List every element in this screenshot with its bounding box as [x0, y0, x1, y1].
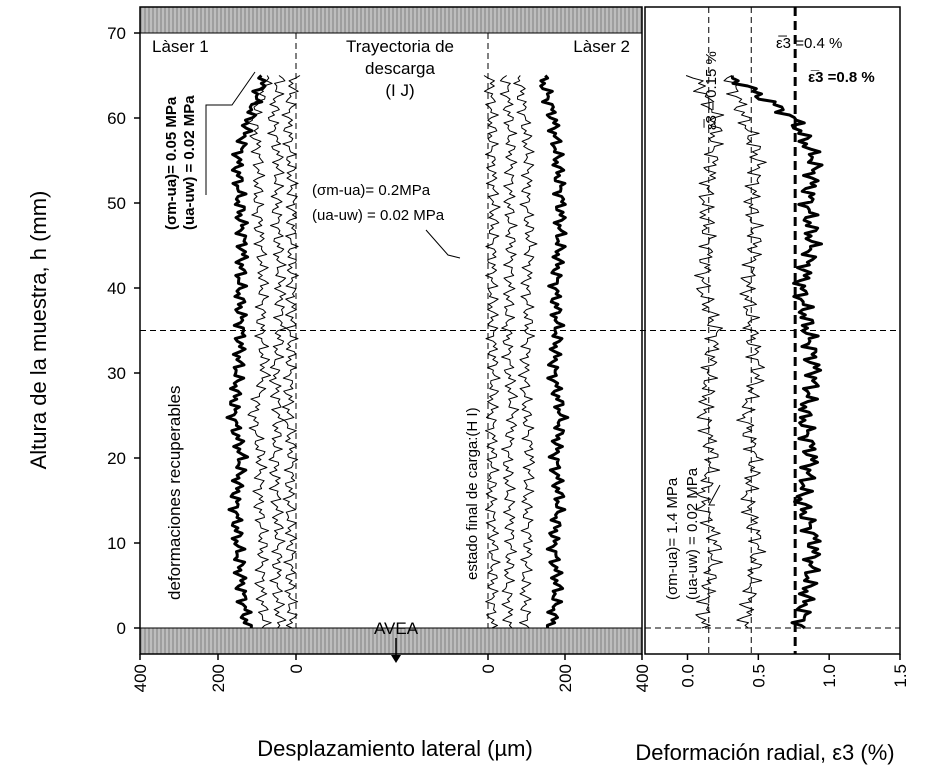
radial-stress2: (ua-uw) = 0.02 MPa	[684, 467, 701, 600]
radial-stress1: (σm-ua)= 1.4 MPa	[664, 477, 681, 600]
y-tick-label: 40	[107, 279, 126, 298]
x-tick-label: 1.0	[820, 664, 839, 688]
y-tick-label: 0	[117, 619, 126, 638]
trajectory-label-2: descarga	[365, 59, 435, 78]
x-tick-label: 0.5	[749, 664, 768, 688]
laser1-stress1: (σm-ua)= 0.05 MPa	[163, 96, 180, 230]
reference-lines	[140, 7, 900, 654]
x-tick-label: 200	[556, 664, 575, 692]
laser1-label: Làser 1	[152, 37, 209, 56]
recoverable-label: deformaciones recuperables	[165, 385, 184, 600]
y-tick-label: 60	[107, 109, 126, 128]
tick-layer: 0 10 20 30 40 50 60 70 400 200 0 0 200 400 0.0 0.5 1.0 1.…	[107, 24, 910, 692]
leader-lines	[205, 71, 721, 506]
trajectory-points: (I J)	[385, 81, 414, 100]
final-state-label: estado final de carga:(H I)	[464, 407, 481, 580]
x-tick-label: 0.0	[679, 664, 698, 688]
trajectory-label: Trayectoria de	[346, 37, 454, 56]
x-tick-label: 400	[633, 664, 652, 692]
series-line-1-4	[225, 74, 267, 629]
ref-line-3-label: ε̅3 =0.8 %	[808, 69, 875, 86]
x-tick-label: 0	[287, 664, 306, 673]
series-line-2-4	[539, 74, 570, 629]
x-axis-title-displacement: Desplazamiento lateral (µm)	[257, 736, 533, 761]
series-line-2-1	[483, 75, 501, 629]
series-line-2-3	[513, 75, 538, 629]
y-tick-label: 70	[107, 24, 126, 43]
series-line-3-2	[723, 75, 767, 629]
series-line-2-2	[499, 75, 520, 629]
avea-label: AVEA	[374, 619, 419, 638]
y-tick-label: 10	[107, 534, 126, 553]
series-layer	[225, 74, 824, 630]
y-tick-label: 50	[107, 194, 126, 213]
y-tick-label: 20	[107, 449, 126, 468]
series-line-3-3	[730, 75, 824, 630]
ref-line-2-label: ε̅3 =0.4 %	[776, 35, 842, 52]
avea-arrow	[391, 638, 401, 663]
ref-line-1-label: ε̅3 = 0.15 %	[703, 51, 720, 130]
series-line-1-3	[247, 75, 273, 629]
laser2-stress2: (ua-uw) = 0.02 MPa	[312, 207, 445, 224]
x-tick-label: 1.5	[891, 664, 910, 688]
x-axis-title-radial: Deformación radial, ε3 (%)	[635, 740, 894, 765]
top-platen	[139, 6, 643, 34]
x-tick-label: 0	[479, 664, 498, 673]
y-tick-label: 30	[107, 364, 126, 383]
laser1-stress2: (ua-uw) = 0.02 MPa	[181, 95, 198, 230]
y-axis-title: Altura de la muestra, h (mm)	[26, 191, 51, 470]
x-tick-label: 200	[209, 664, 228, 692]
series-line-1-2	[267, 75, 287, 629]
laser2-label: Làser 2	[573, 37, 630, 56]
x-tick-label: 400	[131, 664, 150, 692]
bottom-platen	[139, 627, 643, 655]
series-line-1-1	[281, 75, 301, 629]
series-line-3-1	[685, 75, 725, 629]
laser2-stress1: (σm-ua)= 0.2MPa	[312, 182, 431, 199]
